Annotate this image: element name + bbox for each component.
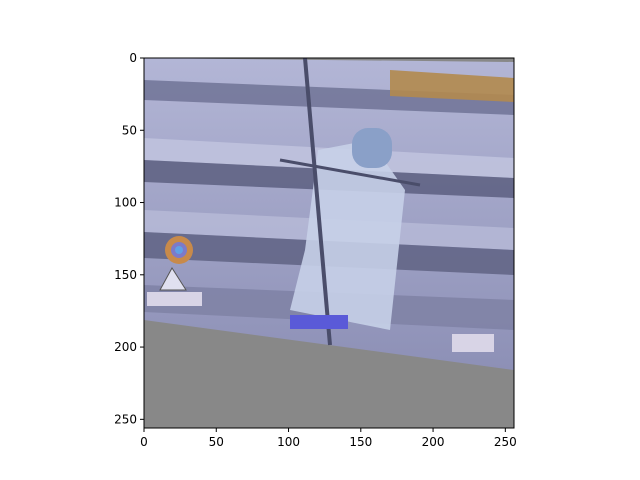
warning-sign [159, 267, 187, 291]
x-axis: 0 50 100 150 200 250 [140, 428, 517, 449]
bow [303, 58, 332, 346]
y-tick-label: 250 [114, 412, 137, 426]
y-tick-label: 150 [114, 268, 137, 282]
y-tick-label: 50 [122, 123, 137, 137]
right-sign [452, 334, 494, 352]
x-tick-label: 100 [277, 435, 300, 449]
sign-board [147, 292, 202, 306]
y-tick-label: 0 [129, 51, 137, 65]
archer-head [352, 128, 392, 168]
y-tick-label: 100 [114, 196, 137, 210]
x-tick-label: 250 [494, 435, 517, 449]
axes-frame [143, 57, 515, 429]
name-sign [290, 315, 348, 329]
scoreboard [390, 70, 514, 102]
x-tick-label: 0 [140, 435, 148, 449]
photo-image [144, 58, 514, 428]
archer-figure [290, 140, 405, 330]
y-axis: 0 50 100 150 200 250 [114, 51, 144, 426]
y-tick-label: 200 [114, 340, 137, 354]
x-tick-label: 200 [422, 435, 445, 449]
x-tick-label: 50 [209, 435, 224, 449]
x-tick-label: 150 [349, 435, 372, 449]
